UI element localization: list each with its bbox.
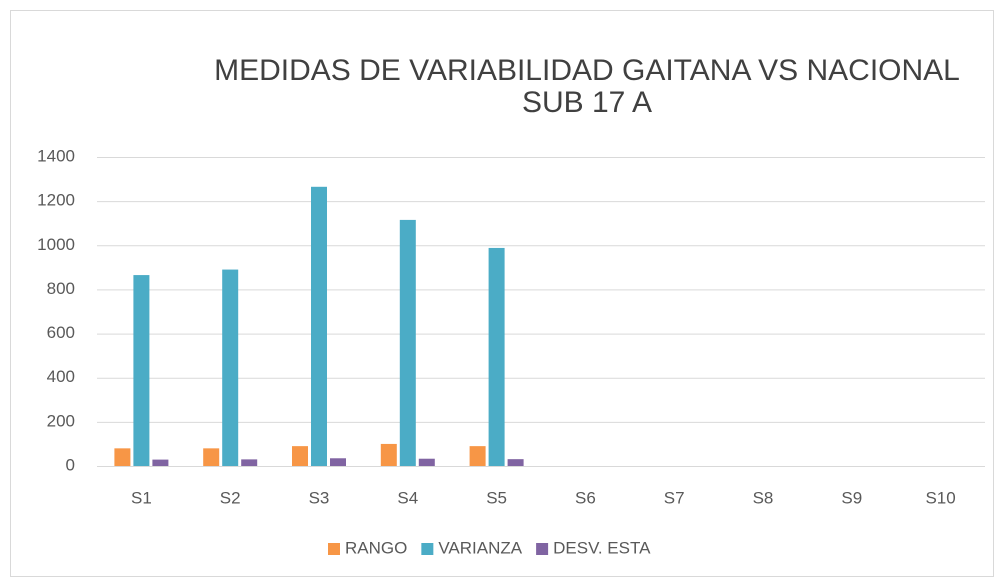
legend-swatch [421,543,434,555]
x-tick-label: S9 [841,488,862,507]
bar [418,458,435,466]
y-tick-label: 1200 [37,191,75,210]
bar [399,219,416,466]
y-tick-label: 0 [66,455,75,474]
legend-label: DESV. ESTA [553,538,651,557]
bar [114,448,131,466]
legend-swatch [536,543,549,555]
y-tick-label: 200 [47,411,75,430]
bar [380,443,397,466]
bar [133,275,150,466]
bar [203,448,220,466]
bar [241,459,258,466]
bar [507,459,524,466]
bar [469,446,486,466]
chart-title: MEDIDAS DE VARIABILIDAD GAITANA VS NACIO… [214,54,960,87]
x-tick-label: S2 [220,488,241,507]
bar [222,269,239,466]
y-tick-label: 400 [47,367,75,386]
y-tick-label: 1400 [37,146,75,165]
x-tick-label: S8 [753,488,774,507]
y-tick-label: 1000 [37,235,75,254]
x-tick-label: S10 [925,488,955,507]
x-tick-label: S4 [397,488,418,507]
x-tick-label: S5 [486,488,507,507]
y-tick-label: 800 [47,279,75,298]
x-tick-label: S7 [664,488,685,507]
x-tick-label: S6 [575,488,596,507]
chart-subtitle: SUB 17 A [522,86,652,119]
x-tick-label: S3 [309,488,330,507]
legend-swatch [328,543,340,555]
bar [152,459,169,466]
bar [311,186,327,466]
bar [292,446,308,466]
bar [330,458,346,466]
legend-label: VARIANZA [438,538,522,557]
y-tick-label: 600 [47,323,75,342]
legend-label: RANGO [345,538,407,557]
bar [488,247,505,466]
x-tick-label: S1 [131,488,152,507]
